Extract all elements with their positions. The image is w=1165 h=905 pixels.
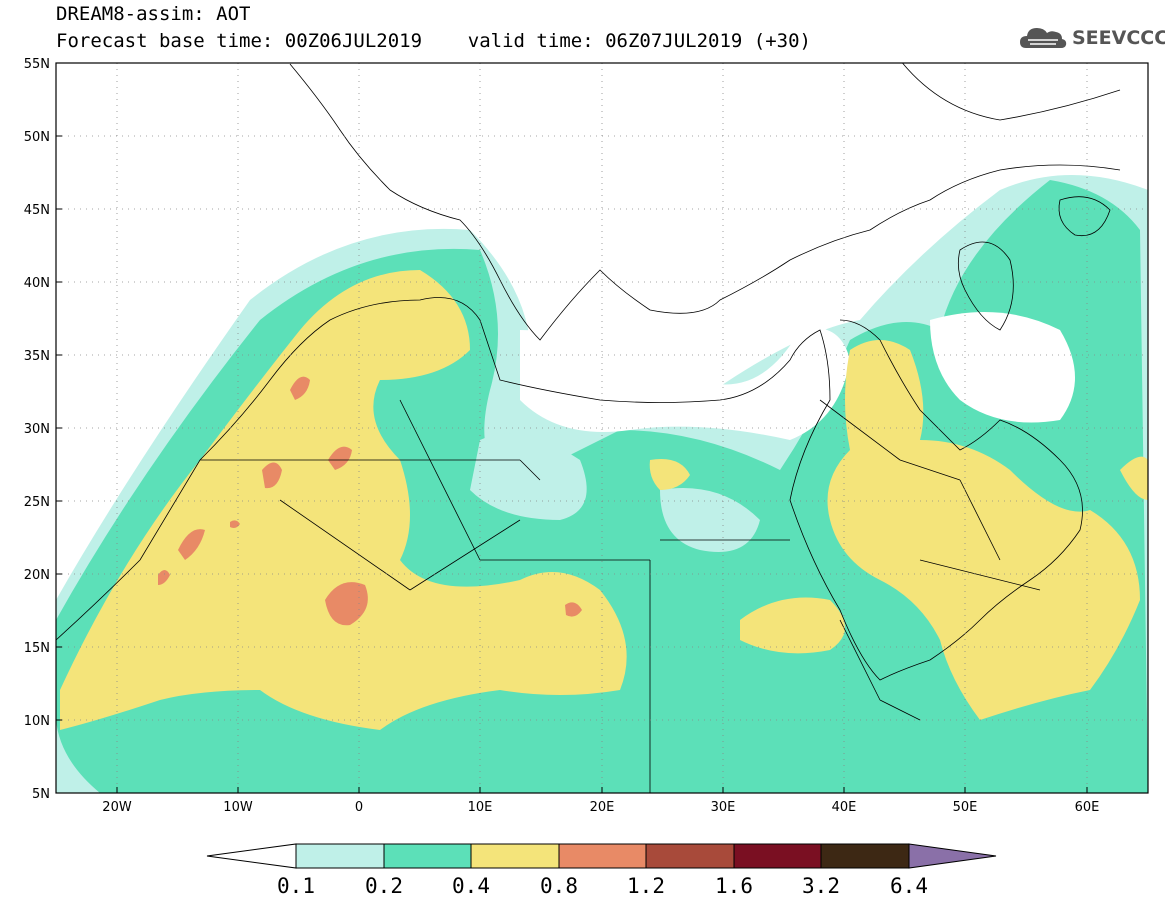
aot-gap-egypt bbox=[520, 328, 850, 440]
lat-label-55n: 55N bbox=[24, 57, 50, 72]
lon-label-40e: 40E bbox=[832, 800, 857, 815]
lat-label-45n: 45N bbox=[24, 203, 50, 218]
colorbar-swatch-1 bbox=[295, 843, 385, 869]
aot-band-0.8-f bbox=[565, 602, 582, 617]
aot-band-0.8-c bbox=[262, 462, 282, 489]
colorbar-label-6.4: 6.4 bbox=[890, 874, 928, 898]
colorbar-label-0.4: 0.4 bbox=[452, 874, 490, 898]
lat-label-5n: 5N bbox=[32, 787, 50, 802]
lon-label-10w: 10W bbox=[223, 800, 253, 815]
aot-band-0.4-egypt bbox=[649, 459, 690, 490]
lon-label-60e: 60E bbox=[1075, 800, 1100, 815]
aot-band-0.8-g bbox=[158, 570, 170, 585]
aot-band-0.4-arabia bbox=[827, 340, 1140, 720]
lat-label-10n: 10N bbox=[24, 714, 50, 729]
aot-band-0.8-h bbox=[230, 520, 240, 528]
colorbar bbox=[206, 843, 997, 869]
lat-labels: 55N 50N 45N 40N 35N 30N 25N 20N 15N 10N … bbox=[24, 57, 50, 802]
colorbar-swatch-4 bbox=[558, 843, 647, 869]
aot-band-0.4-west bbox=[60, 270, 627, 730]
cloud-icon bbox=[1020, 28, 1067, 48]
lon-label-50e: 50E bbox=[953, 800, 978, 815]
colorbar-swatch-6 bbox=[733, 843, 822, 869]
lon-label-20w: 20W bbox=[102, 800, 132, 815]
colorbar-label-0.2: 0.2 bbox=[365, 874, 403, 898]
lon-labels: 20W 10W 0 10E 20E 30E 40E 50E 60E bbox=[102, 800, 1099, 815]
forecast-times: Forecast base time: 00Z06JUL2019 valid t… bbox=[56, 30, 811, 52]
colorbar-label-1.2: 1.2 bbox=[627, 874, 665, 898]
lon-label-20e: 20E bbox=[590, 800, 615, 815]
colorbar-under-arrow bbox=[206, 843, 297, 869]
aot-gap-iran bbox=[930, 312, 1075, 423]
aot-band-0.4-sudan bbox=[740, 597, 845, 654]
lat-label-35n: 35N bbox=[24, 349, 50, 364]
tick-marks bbox=[56, 62, 1088, 793]
aot-field bbox=[56, 175, 1148, 793]
lat-label-25n: 25N bbox=[24, 495, 50, 510]
colorbar-swatch-5 bbox=[645, 843, 735, 869]
colorbar-swatch-7 bbox=[820, 843, 910, 869]
lon-label-10e: 10E bbox=[468, 800, 493, 815]
grid-lines bbox=[56, 63, 1148, 793]
lat-label-30n: 30N bbox=[24, 422, 50, 437]
seevccc-logo: SEEVCCC bbox=[1018, 24, 1165, 52]
colorbar-swatch-3 bbox=[470, 843, 560, 869]
lat-label-40n: 40N bbox=[24, 276, 50, 291]
colorbar-label-0.1: 0.1 bbox=[277, 874, 315, 898]
aot-band-0.8-e bbox=[325, 582, 368, 626]
aot-band-0.8-b bbox=[328, 446, 352, 470]
logo-text: SEEVCCC bbox=[1072, 27, 1165, 49]
coastlines bbox=[56, 63, 1121, 793]
colorbar-labels: 0.1 0.2 0.4 0.8 1.2 1.6 3.2 6.4 bbox=[277, 874, 928, 898]
colorbar-label-1.6: 1.6 bbox=[715, 874, 753, 898]
colorbar-label-3.2: 3.2 bbox=[802, 874, 840, 898]
lat-label-20n: 20N bbox=[24, 568, 50, 583]
aot-band-0.8-a bbox=[290, 376, 310, 400]
aot-gap-libya bbox=[660, 488, 760, 552]
colorbar-label-0.8: 0.8 bbox=[540, 874, 578, 898]
chart-title: DREAM8-assim: AOT bbox=[56, 3, 251, 25]
aot-band-0.4-caspian bbox=[1120, 456, 1148, 500]
colorbar-swatch-2 bbox=[383, 843, 472, 869]
aot-gap-sahara bbox=[470, 433, 587, 520]
colorbar-over-arrow bbox=[908, 843, 997, 869]
lat-label-50n: 50N bbox=[24, 130, 50, 145]
lat-label-15n: 15N bbox=[24, 641, 50, 656]
lon-label-30e: 30E bbox=[711, 800, 736, 815]
lon-label-0: 0 bbox=[355, 800, 363, 815]
aot-band-0.8-d bbox=[178, 529, 205, 560]
